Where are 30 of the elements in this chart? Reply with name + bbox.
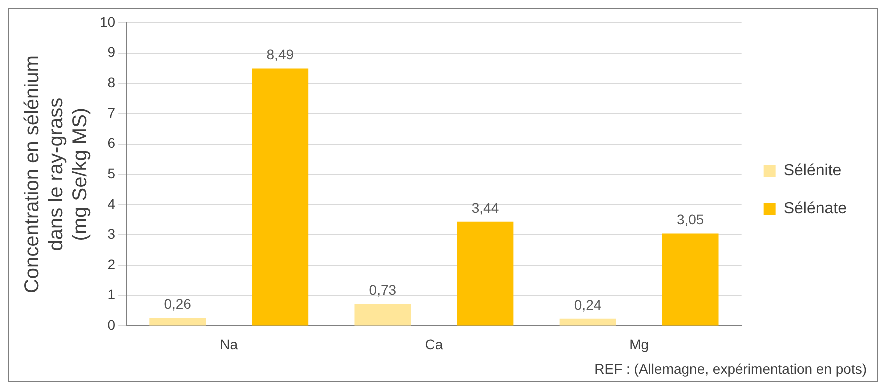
data-label: 0,73 bbox=[369, 282, 397, 298]
y-tick-label: 4 bbox=[108, 196, 116, 212]
bar bbox=[252, 68, 309, 326]
text: REF : (Allemagne, expérimentation en pots) bbox=[594, 361, 867, 377]
bar bbox=[662, 234, 719, 326]
bar bbox=[150, 318, 206, 326]
y-axis-title: Concentration en sélénium dans le ray-grass (mg Se/kg MS) bbox=[22, 56, 92, 294]
y-tick-label: 3 bbox=[108, 226, 116, 242]
bar bbox=[560, 318, 616, 326]
data-label: 8,49 bbox=[266, 46, 294, 63]
data-label: 0,26 bbox=[164, 296, 192, 312]
x-tick-label: Ca bbox=[425, 336, 444, 352]
bar bbox=[457, 222, 514, 326]
y-tick-label: 2 bbox=[108, 256, 116, 272]
data-label: 3,05 bbox=[676, 212, 704, 228]
x-tick-label: Na bbox=[220, 336, 238, 352]
y-tick-label: 8 bbox=[108, 74, 116, 90]
y-tick-label: 1 bbox=[108, 286, 116, 303]
y-tick-label: 5 bbox=[108, 165, 116, 182]
y-tick-label: 9 bbox=[108, 44, 116, 60]
data-label: 3,44 bbox=[472, 200, 500, 216]
bar bbox=[354, 304, 412, 326]
y-tick-label: 0 bbox=[108, 317, 116, 334]
y-tick-label: 6 bbox=[108, 135, 116, 152]
legend-label: Sélénate bbox=[784, 200, 848, 218]
y-tick-label: 10 bbox=[100, 14, 116, 30]
y-tick-label: 7 bbox=[108, 104, 116, 121]
legend-label: Sélénite bbox=[784, 162, 842, 180]
x-tick-label: Mg bbox=[630, 336, 650, 352]
data-label: 0,24 bbox=[574, 296, 602, 313]
